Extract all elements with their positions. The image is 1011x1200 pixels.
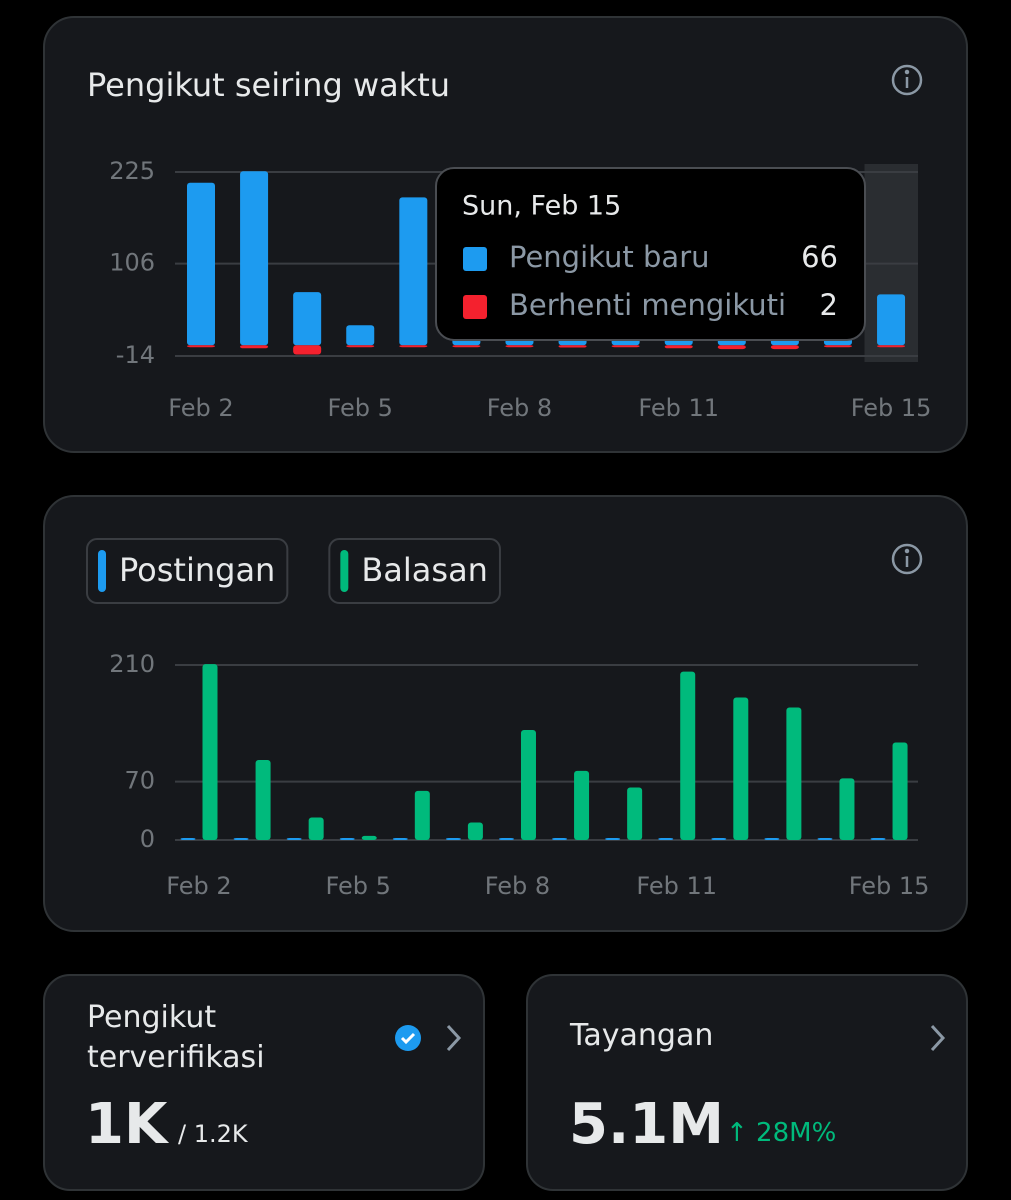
- card-value: 5.1M: [569, 1092, 724, 1157]
- x-tick-label: Feb 8: [487, 394, 552, 422]
- bar: [240, 345, 269, 349]
- bar: [240, 171, 269, 346]
- chevron[interactable]: [930, 1024, 946, 1052]
- bar: [605, 838, 621, 840]
- y-tick-label: 0: [140, 825, 155, 853]
- bar: [717, 345, 746, 350]
- bar: [817, 838, 833, 840]
- x-tick-label: Feb 2: [168, 394, 233, 422]
- x-tick-label: Feb 15: [851, 394, 932, 422]
- bar: [733, 697, 749, 840]
- bar: [399, 345, 428, 348]
- legend-button[interactable]: Balasan: [328, 538, 501, 604]
- y-tick-label: -14: [116, 341, 155, 369]
- bar: [611, 345, 640, 348]
- bar: [558, 345, 587, 348]
- bar: [839, 778, 855, 840]
- x-tick-label: Feb 5: [328, 394, 393, 422]
- card-value: 1K: [85, 1092, 168, 1157]
- bar: [627, 787, 643, 840]
- tooltip-value: 2: [820, 288, 838, 322]
- x-tick-label: Feb 8: [485, 872, 550, 900]
- bar: [445, 838, 461, 840]
- bar: [770, 345, 799, 350]
- bar: [187, 345, 215, 348]
- bar: [399, 197, 428, 346]
- legend-box: [86, 538, 289, 604]
- bar: [505, 345, 534, 348]
- card[interactable]: [43, 974, 485, 1191]
- bar: [877, 294, 906, 346]
- bar: [452, 345, 481, 348]
- bar: [286, 838, 302, 840]
- y-tick-label: 210: [109, 650, 155, 678]
- bar: [361, 835, 377, 840]
- bar: [892, 742, 908, 840]
- y-tick-label: 106: [109, 249, 155, 277]
- bar: [308, 817, 324, 840]
- info-icon[interactable]: [891, 64, 923, 96]
- bar: [764, 838, 780, 840]
- tooltip-name: Pengikut baru: [509, 240, 710, 274]
- verified-badge: [395, 1025, 421, 1051]
- bar: [574, 770, 590, 840]
- bar: [520, 730, 536, 840]
- legend-swatch: [98, 550, 106, 592]
- chart-title: Pengikut seiring waktu: [87, 66, 450, 104]
- info-icon[interactable]: [891, 543, 923, 575]
- bar: [233, 838, 249, 840]
- bar: [658, 838, 674, 840]
- tooltip-title: Sun, Feb 15: [462, 191, 621, 222]
- card-total: / 1.2K: [178, 1120, 248, 1148]
- bar: [392, 838, 408, 840]
- bar: [293, 345, 322, 355]
- bar: [180, 838, 196, 840]
- legend-swatch: [340, 550, 349, 592]
- card-title: Tayangan: [570, 1018, 714, 1053]
- x-tick-label: Feb 5: [326, 872, 391, 900]
- y-tick-label: 225: [109, 157, 155, 185]
- bar: [346, 325, 375, 346]
- tooltip-value: 66: [801, 240, 838, 274]
- legend-label: Balasan: [361, 551, 488, 589]
- bar: [711, 838, 727, 840]
- bar: [202, 664, 218, 840]
- x-tick-label: Feb 11: [638, 394, 719, 422]
- bar: [346, 345, 375, 348]
- bar: [552, 838, 568, 840]
- bar: [414, 790, 430, 840]
- bar: [664, 345, 693, 349]
- x-tick-label: Feb 15: [849, 872, 930, 900]
- tooltip-name: Berhenti mengikuti: [509, 288, 786, 322]
- card-title: Pengikut terverifikasi: [87, 1000, 265, 1075]
- bar: [467, 822, 483, 840]
- tooltip-box: [435, 167, 866, 341]
- card-change: ↑ 28M%: [726, 1118, 837, 1148]
- bar: [786, 707, 802, 840]
- x-tick-label: Feb 11: [636, 872, 717, 900]
- bar: [187, 182, 215, 346]
- legend-box: [328, 538, 501, 604]
- card[interactable]: [526, 974, 968, 1191]
- legend-button[interactable]: Postingan: [86, 538, 289, 604]
- y-tick-label: 70: [124, 767, 155, 795]
- legend-label: Postingan: [119, 551, 275, 589]
- chevron[interactable]: [446, 1024, 462, 1052]
- tooltip-swatch: [463, 247, 487, 271]
- tooltip-swatch: [463, 295, 487, 319]
- bar: [498, 838, 514, 840]
- tooltip: Sun, Feb 15 Pengikut baru 66 Berhenti mengi…: [435, 167, 866, 341]
- bar: [823, 345, 852, 348]
- bar: [870, 838, 886, 840]
- bar: [680, 671, 696, 840]
- x-tick-label: Feb 2: [166, 872, 231, 900]
- bar: [877, 345, 906, 348]
- bar: [293, 292, 322, 346]
- bar: [339, 838, 355, 840]
- bar: [255, 760, 271, 840]
